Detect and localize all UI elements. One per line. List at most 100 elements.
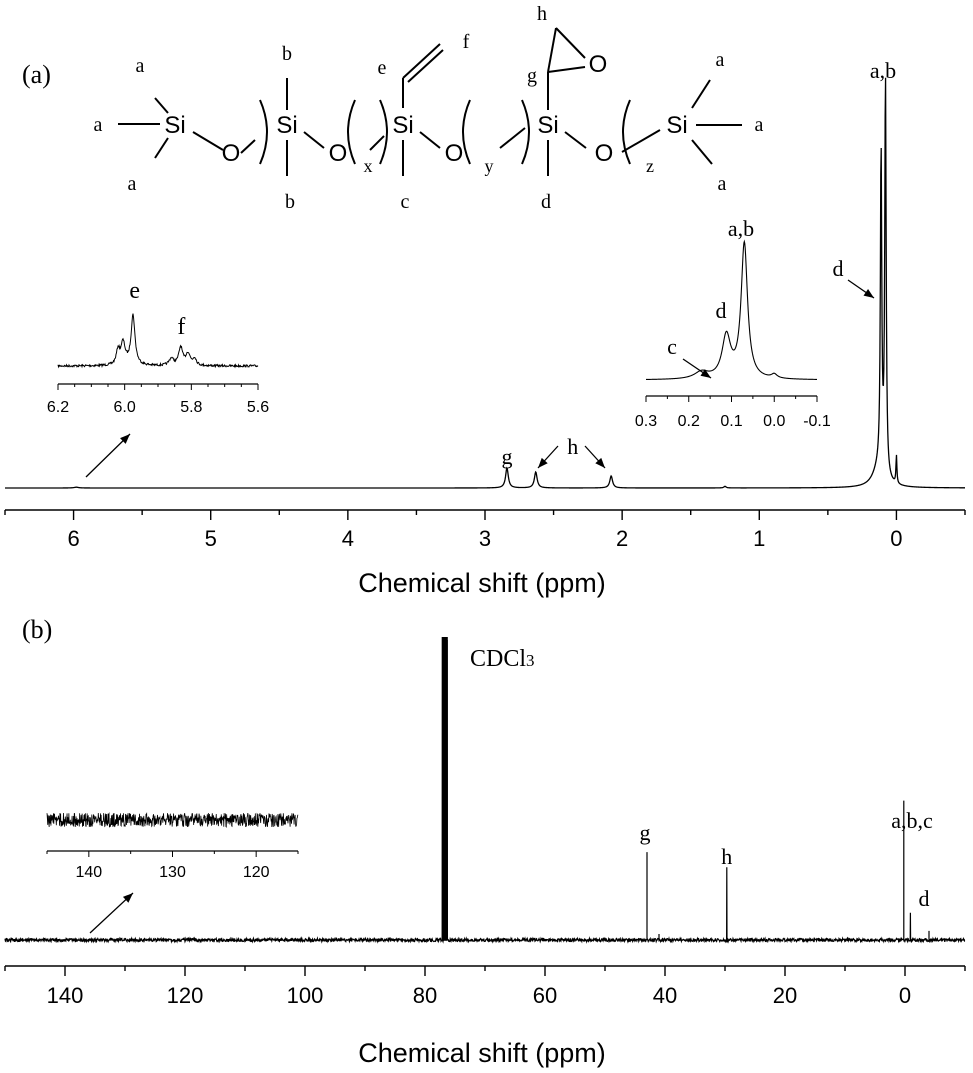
peak-label-g: g xyxy=(501,444,512,469)
peak-label-cdcl3: CDCl3 xyxy=(470,646,535,672)
peak-label-abc-c13: a,b,c xyxy=(891,808,933,833)
bond xyxy=(402,43,441,79)
atom-si-1: Si xyxy=(164,112,185,139)
panel-a-label: (a) xyxy=(22,60,51,89)
subscript-x: x xyxy=(364,156,373,176)
panel-b-x-axis-label: Chemical shift (ppm) xyxy=(358,1038,606,1068)
inset-a1-spectrum xyxy=(57,313,259,369)
inset-a1-tick-label: 6.0 xyxy=(114,399,136,416)
panel-b-tick-label: 60 xyxy=(533,983,557,1008)
sub-a-2: a xyxy=(136,55,145,77)
panel-b-tick-label: 140 xyxy=(47,983,84,1008)
atom-si-3: Si xyxy=(392,112,413,139)
panel-a-tick-label: 0 xyxy=(890,526,902,551)
peak-label-e: e xyxy=(129,278,140,304)
panel-a-peak-labels: g h d a,b xyxy=(85,58,896,478)
panel-b-inset-noise: 140 130 120 xyxy=(46,812,299,881)
sub-f: f xyxy=(463,31,470,53)
bond xyxy=(240,139,256,154)
atom-o-4: O xyxy=(595,140,614,167)
arrow-h-left-head xyxy=(538,457,548,468)
inset-b-spectrum xyxy=(46,812,299,828)
subscript-y: y xyxy=(485,156,494,176)
sub-b-1: b xyxy=(282,43,292,65)
sub-g: g xyxy=(527,65,537,87)
sub-b-2: b xyxy=(285,191,295,213)
bond xyxy=(621,129,661,153)
peak-label-ab-inset: a,b xyxy=(728,216,754,241)
inset-a1-tick-label: 5.8 xyxy=(180,399,202,416)
panel-a-tick-label: 4 xyxy=(342,526,354,551)
panel-a-x-axis xyxy=(4,509,966,520)
bond xyxy=(555,27,586,59)
sub-d: d xyxy=(541,191,551,213)
panel-b-peak-labels: CDCl3 g h a,b,c d xyxy=(89,637,933,940)
bond xyxy=(369,135,385,151)
sub-a-5: a xyxy=(755,114,764,136)
panel-a-tick-label: 3 xyxy=(479,526,491,551)
panel-a-tick-label: 5 xyxy=(205,526,217,551)
peak-label-d: d xyxy=(833,256,844,281)
panel-b-tick-label: 40 xyxy=(653,983,677,1008)
bond xyxy=(547,27,557,73)
panel-b-tick-label: 80 xyxy=(413,983,437,1008)
bond xyxy=(192,131,224,151)
inset-a2-tick-label: 0.3 xyxy=(635,413,657,430)
panel-b-label: (b) xyxy=(22,615,52,644)
peak-label-d-c13: d xyxy=(919,886,930,911)
sub-h: h xyxy=(537,3,547,25)
inset-a1-tick-label: 6.2 xyxy=(47,399,69,416)
inset-a2-tick-label: -0.1 xyxy=(803,413,831,430)
atom-si-5: Si xyxy=(666,112,687,139)
atom-o-epoxide: O xyxy=(589,51,608,78)
panel-b-x-axis xyxy=(4,965,966,976)
inset-a2-tick-label: 0.0 xyxy=(763,413,785,430)
inset-b-tick-label: 140 xyxy=(75,864,102,881)
paren-x-open xyxy=(259,99,268,165)
bond xyxy=(691,139,713,165)
bond xyxy=(154,137,169,159)
bond xyxy=(154,97,169,114)
panel-a-inset-methyl: 0.3 0.2 0.1 0.0 -0.1 c d a,b xyxy=(635,216,831,430)
inset-a2-tick-label: 0.1 xyxy=(720,413,742,430)
panel-a-tick-label: 1 xyxy=(753,526,765,551)
paren-y-close xyxy=(462,99,471,165)
paren-z-close xyxy=(622,99,631,165)
cdcl3-peak xyxy=(441,637,448,940)
bond xyxy=(499,127,526,149)
peak-label-d-inset: d xyxy=(716,298,727,323)
panel-b-spectrum-line xyxy=(4,636,966,944)
atom-o-1: O xyxy=(222,140,241,167)
panel-b-tick-label: 0 xyxy=(899,983,911,1008)
sub-e: e xyxy=(378,57,387,79)
sub-a-1: a xyxy=(94,114,103,136)
peak-label-ab: a,b xyxy=(870,58,896,83)
atom-si-2: Si xyxy=(276,112,297,139)
bond xyxy=(303,131,325,149)
peak-label-h-c13: h xyxy=(721,844,732,869)
sub-a-4: a xyxy=(716,49,725,71)
peak-label-g-c13: g xyxy=(640,820,651,845)
panel-a-tick-labels: 6 5 4 3 2 1 0 xyxy=(67,526,902,551)
peak-label-h: h xyxy=(567,434,578,459)
paren-x-close xyxy=(347,99,356,165)
bond xyxy=(419,131,441,149)
bond xyxy=(547,66,586,73)
paren-y-open xyxy=(379,99,388,165)
inset-a1-tick-label: 5.6 xyxy=(247,399,269,416)
bond xyxy=(691,79,711,109)
arrow-d-head xyxy=(863,289,874,298)
inset-a2-spectrum xyxy=(645,239,817,381)
arrow-c-head xyxy=(700,369,711,378)
inset-b-tick-label: 130 xyxy=(159,864,186,881)
sub-a-3: a xyxy=(128,173,137,195)
bond xyxy=(564,131,587,149)
bond xyxy=(407,49,444,83)
panel-b-tick-labels: 140 120 100 80 60 40 20 0 xyxy=(47,983,911,1008)
peak-label-f: f xyxy=(177,314,185,340)
panel-a-tick-label: 2 xyxy=(616,526,628,551)
panel-a-spectrum-line xyxy=(5,77,965,489)
paren-z-open xyxy=(521,99,530,165)
arrow-h-right-head xyxy=(595,457,605,468)
